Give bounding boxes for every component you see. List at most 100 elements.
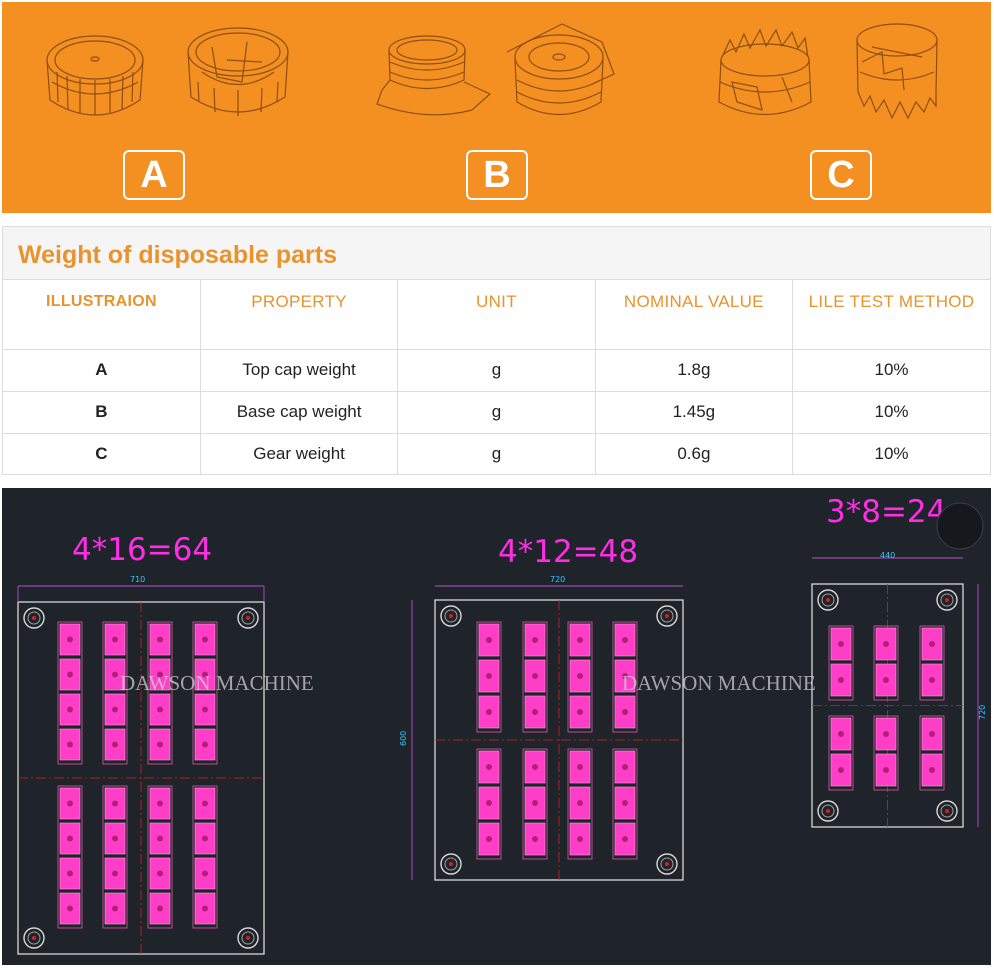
cell-test: 10% (792, 391, 990, 434)
dim-height-48: 600 (399, 731, 408, 746)
guide-pin-hole (936, 589, 958, 611)
guide-pin-center (945, 598, 949, 602)
guide-pin-center (826, 809, 830, 813)
cavity-column-frame (522, 748, 548, 860)
cavity-gate (157, 800, 163, 807)
mold-formula-64: 4*16=64 (72, 532, 212, 568)
watermark-right: DAWSON MACHINE (622, 671, 816, 695)
cavity-gate (202, 741, 208, 748)
guide-pin-inner (444, 857, 458, 871)
cavity-gate (486, 637, 492, 643)
cavity-column-frame (147, 785, 173, 929)
cavity-column-frame (567, 621, 593, 733)
dim-width-64: 710 (130, 575, 145, 584)
header-nominal-value: NOMINAL VALUE (595, 280, 794, 350)
cavity-gate (112, 800, 118, 807)
mold-cad-svg: 4*16=64 4*12=48 3*8=24 710 720 440 600 7… (17, 494, 987, 955)
cell-unit: g (397, 349, 596, 392)
cavity-gate (622, 800, 628, 806)
cavity-gate (883, 731, 889, 737)
cavity-column-frame (476, 621, 502, 733)
label-c-badge: C (810, 150, 872, 200)
cavity-gate (157, 636, 163, 643)
cavity-column-frame (612, 621, 638, 733)
cavity-column-frame (873, 715, 899, 791)
cavity-gate (622, 673, 628, 679)
guide-pin-center (246, 936, 250, 940)
cavity-column-frame (828, 715, 854, 791)
cavity-gate (929, 677, 935, 683)
cavity-gate (929, 731, 935, 737)
cell-test: 10% (874, 444, 909, 463)
cavity-gate (883, 641, 889, 647)
cell-unit: g (397, 391, 596, 434)
cell-unit: g (397, 433, 596, 475)
guide-pin-inner (27, 931, 41, 945)
cavity-gate (486, 673, 492, 679)
guide-pin-center (449, 614, 453, 618)
cavity-gate (929, 641, 935, 647)
cavity-column-frame (522, 621, 548, 733)
cavity-gate (202, 835, 208, 842)
table-row: A Top cap weight g 1.8g 10% (3, 349, 990, 392)
cavity-gate (67, 671, 73, 678)
cavity-gate (577, 637, 583, 643)
cavity-gate (577, 673, 583, 679)
guide-pin-center (665, 862, 669, 866)
base-cap-drawing (376, 35, 492, 116)
guide-pin-center (246, 616, 250, 620)
cavity-gate (838, 767, 844, 773)
guide-pin-inner (241, 611, 255, 625)
guide-pin-hole (23, 927, 45, 949)
cavity-gate (577, 764, 583, 770)
cavity-gate (202, 706, 208, 713)
gear-inner-drawing (856, 23, 938, 120)
cavity-gate (67, 706, 73, 713)
guide-pin-hole (440, 605, 462, 627)
cavity-gate (532, 764, 538, 770)
cavity-gate (157, 706, 163, 713)
guide-pin-hole (237, 607, 259, 629)
cavity-column-frame (192, 621, 218, 765)
cavity-gate (577, 800, 583, 806)
guide-pin-center (945, 809, 949, 813)
guide-pin-hole (817, 589, 839, 611)
guide-pin-center (665, 614, 669, 618)
parts-banner: A B C (2, 2, 991, 213)
cavity-gate (202, 671, 208, 678)
guide-pin-inner (660, 609, 674, 623)
cavity-gate (157, 741, 163, 748)
cavity-column-frame (612, 748, 638, 860)
table-row: C Gear weight g 0.6g 10% (3, 433, 990, 475)
cavity-gate (157, 835, 163, 842)
mold-formula-48: 4*12=48 (498, 534, 638, 570)
cavity-gate (486, 709, 492, 715)
label-b-badge: B (466, 150, 528, 200)
mold-formula-24: 3*8=24 (826, 494, 946, 530)
cavity-gate (486, 800, 492, 806)
guide-pin-hole (936, 800, 958, 822)
cavity-gate (202, 636, 208, 643)
cavity-gate (157, 671, 163, 678)
header-illustration: ILLUSTRAION (3, 280, 201, 350)
cavity-column-frame (919, 715, 945, 791)
cavity-gate (838, 731, 844, 737)
cavity-gate (202, 870, 208, 877)
cell-property: Top cap weight (200, 349, 399, 392)
table-header-row: ILLUSTRAION PROPERTY UNIT NOMINAL VALUE … (3, 280, 990, 350)
cavity-gate (67, 835, 73, 842)
cell-nominal: 1.8g (595, 349, 794, 392)
weights-panel: Weight of disposable parts ILLUSTRAION P… (2, 226, 991, 475)
cavity-column-frame (567, 748, 593, 860)
weights-table: ILLUSTRAION PROPERTY UNIT NOMINAL VALUE … (3, 280, 990, 475)
guide-pin-hole (440, 853, 462, 875)
cavity-gate (532, 673, 538, 679)
weights-title: Weight of disposable parts (3, 227, 990, 280)
cavity-column-frame (57, 621, 83, 765)
cavity-gate (486, 764, 492, 770)
cavity-column-frame (873, 625, 899, 701)
cavity-gate (112, 741, 118, 748)
cell-illustration: A (3, 349, 201, 392)
guide-pin-hole (23, 607, 45, 629)
header-property: PROPERTY (200, 280, 399, 350)
